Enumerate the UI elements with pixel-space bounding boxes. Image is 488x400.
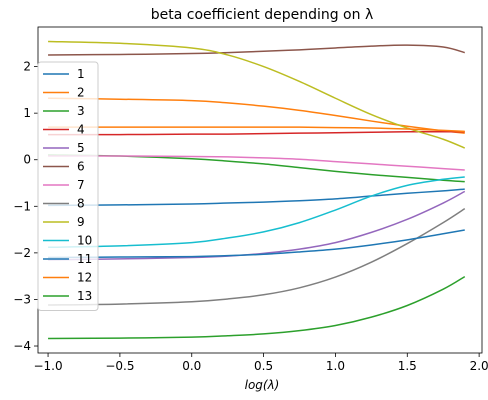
legend-label: 11 — [77, 252, 92, 266]
series-line-4 — [48, 131, 465, 136]
x-tick-label: 2.0 — [470, 359, 488, 373]
y-tick-label: −4 — [13, 339, 31, 353]
legend-label: 1 — [77, 67, 85, 81]
legend-label: 5 — [77, 141, 85, 155]
legend-label: 6 — [77, 160, 85, 174]
legend-label: 3 — [77, 104, 85, 118]
series-line-6 — [48, 44, 465, 56]
y-tick-label: −3 — [13, 292, 31, 306]
x-tick-label: 1.5 — [398, 359, 417, 373]
y-tick-label: 2 — [23, 60, 31, 74]
series-line-9 — [48, 40, 466, 149]
legend-label: 7 — [77, 178, 85, 192]
x-tick-label: −0.5 — [105, 359, 134, 373]
legend-label: 12 — [77, 271, 92, 285]
series-line-2 — [48, 97, 465, 134]
legend-label: 4 — [77, 123, 85, 137]
y-tick-label: 1 — [23, 106, 31, 120]
legend-box — [37, 61, 99, 311]
series-line-12 — [48, 126, 465, 133]
series-line-3 — [48, 154, 465, 183]
y-tick-label: −2 — [13, 246, 31, 260]
x-tick-label: 0.5 — [254, 359, 273, 373]
x-tick-label: 1.0 — [326, 359, 345, 373]
series-line-13 — [48, 275, 466, 340]
series-line-10 — [48, 176, 465, 249]
legend-label: 8 — [77, 197, 85, 211]
x-tick-label: 0.0 — [182, 359, 201, 373]
legend-label: 10 — [77, 234, 92, 248]
series-line-1 — [48, 188, 465, 207]
y-tick-label: 0 — [23, 153, 31, 167]
chart-title: beta coefficient depending on λ — [151, 7, 373, 23]
legend-label: 2 — [77, 86, 85, 100]
y-axis: −4 −3 −2 −1 0 1 2 — [13, 60, 38, 353]
x-tick-label: −1.0 — [33, 359, 62, 373]
legend-label: 9 — [77, 215, 85, 229]
series-line-7 — [48, 155, 465, 171]
series-line-5 — [48, 190, 466, 261]
series-line-11 — [48, 229, 465, 259]
x-axis: −1.0 −0.5 0.0 0.5 1.0 1.5 2.0 — [33, 353, 488, 373]
plot-series — [48, 40, 466, 340]
legend-label: 13 — [77, 289, 92, 303]
x-axis-label: log(λ) — [245, 378, 280, 392]
y-tick-label: −1 — [13, 199, 31, 213]
